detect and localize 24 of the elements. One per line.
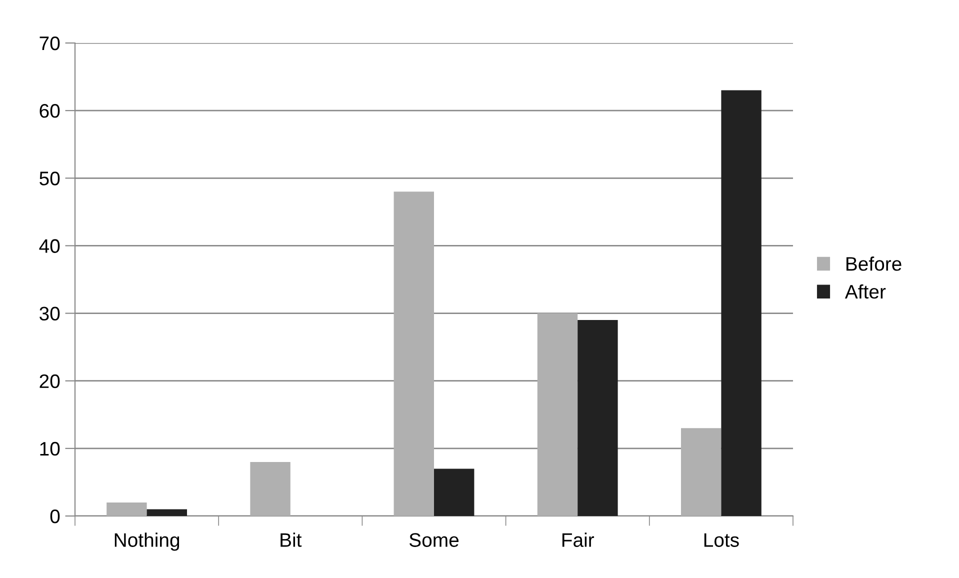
- bar: [106, 502, 147, 516]
- y-tick-label: 60: [40, 104, 60, 118]
- x-tick-label: Nothing: [114, 532, 180, 551]
- y-tick-label: 70: [40, 36, 60, 50]
- bar: [434, 468, 474, 516]
- x-tick-label: Some: [409, 533, 459, 547]
- bar: [578, 320, 618, 516]
- legend-label: After: [844, 284, 886, 299]
- x-tick-label: Lots: [704, 533, 739, 547]
- y-tick-label: 50: [40, 172, 60, 186]
- x-tick-label: Fair: [562, 532, 594, 547]
- bar: [537, 313, 578, 516]
- y-tick-label: 0: [50, 509, 60, 524]
- x-tick-label: Bit: [280, 532, 302, 547]
- bar: [250, 462, 290, 516]
- y-tick-label: 10: [40, 442, 60, 456]
- bar: [680, 428, 722, 516]
- y-tick-label: 40: [39, 239, 60, 253]
- bar: [721, 90, 762, 516]
- y-tick-label: 30: [40, 306, 60, 321]
- y-tick-label: 20: [40, 374, 60, 388]
- legend-label: Before: [846, 256, 902, 271]
- bar: [146, 509, 188, 516]
- bar: [394, 192, 434, 516]
